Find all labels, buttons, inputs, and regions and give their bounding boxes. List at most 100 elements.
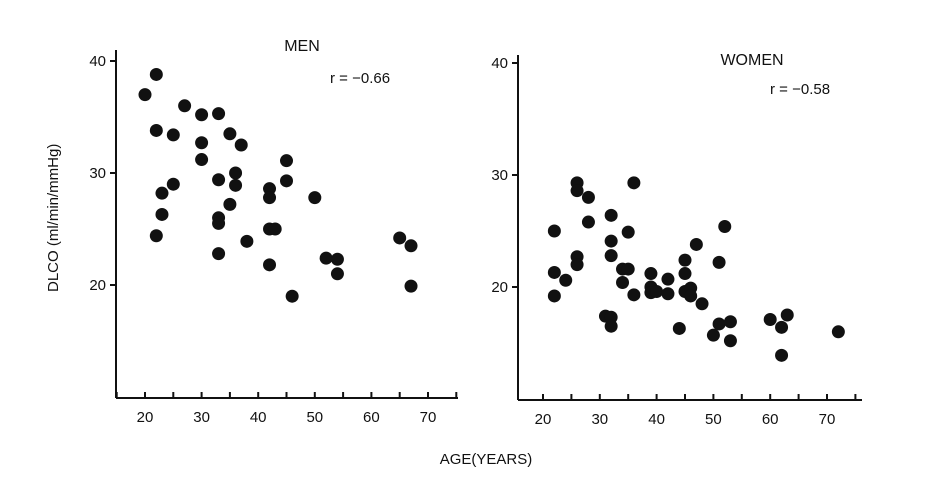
women-x-tick-label: 50 <box>705 411 722 428</box>
men-data-point <box>319 251 333 265</box>
women-data-point <box>570 258 584 272</box>
women-data-point <box>621 262 635 276</box>
women-data-point <box>775 320 789 334</box>
women-data-point <box>547 289 561 303</box>
men-data-point <box>138 88 152 102</box>
men-data-point <box>166 177 180 191</box>
men-data-point <box>308 191 322 205</box>
women-data-point <box>604 310 618 324</box>
women-data-point <box>604 249 618 263</box>
women-data-point <box>644 267 658 281</box>
women-data-point <box>775 348 789 362</box>
women-data-point <box>780 308 794 322</box>
men-panel-title: MEN <box>284 38 320 55</box>
men-x-tick-label: 20 <box>137 409 154 426</box>
women-x-tick-label: 40 <box>648 411 665 428</box>
women-data-point <box>689 237 703 251</box>
women-data-point <box>712 317 726 331</box>
women-x-tick-label: 60 <box>762 411 779 428</box>
women-data-point <box>604 208 618 222</box>
women-x-tick-label: 30 <box>591 411 608 428</box>
women-data-point <box>712 255 726 269</box>
x-axis-label: AGE(YEARS) <box>440 451 533 468</box>
men-y-axis-label: DLCO (ml/min/mmHg) <box>45 144 62 292</box>
men-data-point <box>149 229 163 243</box>
women-y-tick-label: 40 <box>491 55 508 72</box>
women-data-point <box>678 253 692 267</box>
women-data-point <box>604 319 618 333</box>
women-data-point <box>831 325 845 339</box>
women-panel: WOMEN r = −0.58 20 30 40 20 30 40 50 60 70 <box>491 52 862 428</box>
men-panel: MEN r = −0.66 DLCO (ml/min/mmHg) 20 30 40 2… <box>45 38 458 426</box>
men-x-tick-label: 70 <box>420 409 437 426</box>
women-correlation-annotation: r = −0.58 <box>770 81 830 98</box>
women-data-point <box>661 272 675 286</box>
women-y-tick-label: 30 <box>491 167 508 184</box>
women-data-point <box>547 265 561 279</box>
women-data-point <box>706 328 720 342</box>
men-data-point <box>263 258 277 272</box>
men-data-point <box>195 108 209 122</box>
men-data-point <box>149 123 163 137</box>
women-data-point <box>661 287 675 301</box>
women-data-point <box>581 190 595 204</box>
men-data-point <box>229 178 243 192</box>
men-data-point <box>149 67 163 81</box>
men-data-point <box>166 128 180 142</box>
men-data-point <box>263 182 277 196</box>
women-data-point <box>678 267 692 281</box>
men-data-point <box>155 207 169 221</box>
men-y-tick-label: 40 <box>89 53 106 70</box>
men-data-point <box>393 231 407 245</box>
women-data-point <box>559 273 573 287</box>
men-data-point <box>212 173 226 187</box>
men-data-point <box>178 99 192 113</box>
men-data-point <box>212 247 226 261</box>
women-data-point <box>627 288 641 302</box>
men-data-point <box>229 166 243 180</box>
women-panel-title: WOMEN <box>720 52 783 69</box>
men-data-point <box>280 154 293 168</box>
women-data-point <box>627 176 641 190</box>
men-x-tick-label: 30 <box>193 409 210 426</box>
women-data-point <box>650 284 664 298</box>
men-data-point <box>280 174 293 188</box>
men-data-point <box>330 267 344 281</box>
men-data-point <box>404 279 418 293</box>
men-data-point <box>240 234 254 248</box>
women-data-point <box>723 315 737 329</box>
women-data-point <box>763 312 777 326</box>
women-data-point <box>616 276 630 290</box>
women-data-point <box>684 289 698 303</box>
men-data-point <box>223 127 237 141</box>
men-data-point <box>234 138 248 152</box>
men-data-point <box>212 107 226 121</box>
men-data-point <box>404 239 418 253</box>
men-y-tick-label: 20 <box>89 277 106 294</box>
women-x-tick-label: 20 <box>535 411 552 428</box>
men-data-point <box>195 153 209 167</box>
women-data-point <box>695 297 709 311</box>
men-data-point <box>212 216 226 230</box>
women-data-point <box>570 184 584 198</box>
women-data-point <box>621 225 635 239</box>
women-data-point <box>604 234 618 248</box>
women-data-point <box>547 224 561 238</box>
men-data-point <box>285 289 299 303</box>
men-x-tick-label: 50 <box>306 409 323 426</box>
men-data-point <box>263 191 277 205</box>
women-data-point <box>718 220 732 234</box>
men-data-point <box>268 222 282 236</box>
men-data-point <box>223 197 237 211</box>
men-data-point <box>330 252 344 266</box>
women-data-point <box>723 334 737 348</box>
men-data-point <box>195 136 209 150</box>
men-correlation-annotation: r = −0.66 <box>330 70 390 87</box>
women-data-point <box>581 215 595 229</box>
women-x-tick-label: 70 <box>819 411 836 428</box>
men-x-tick-label: 40 <box>250 409 267 426</box>
men-data-point <box>155 186 169 200</box>
men-x-tick-label: 60 <box>363 409 380 426</box>
women-data-point <box>672 321 686 335</box>
